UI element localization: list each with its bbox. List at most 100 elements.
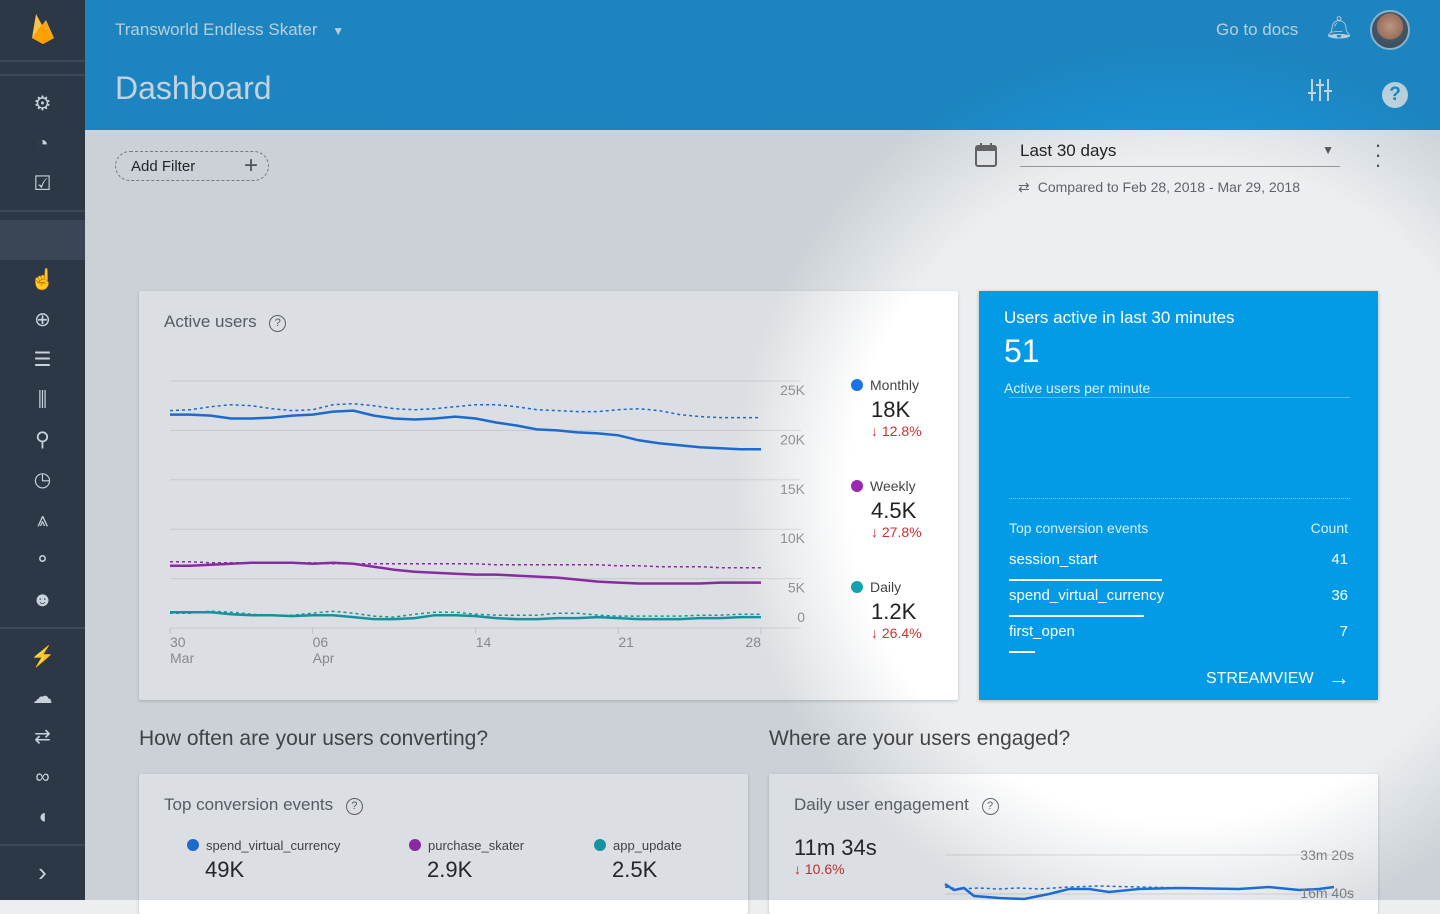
project-name: Transworld Endless Skater <box>115 20 318 39</box>
active-users-card: Active users ? 0 5K 10K 15K 20K 25K 30 Mar 06 Apr… <box>139 291 958 700</box>
legend-label-text: Weekly <box>870 478 916 494</box>
legend-dot-icon <box>409 839 421 851</box>
realtime-count-header: Count <box>1310 520 1348 536</box>
conversion-card-title-text: Top conversion events <box>164 795 334 814</box>
active-users-title: Active users ? <box>164 312 287 332</box>
legend-item-daily[interactable]: Daily 1.2K ↓ 26.4% <box>851 579 922 641</box>
legend-label: Weekly <box>851 478 922 494</box>
realtime-event-row[interactable]: session_start 41 <box>1009 551 1348 581</box>
legend-dot-icon <box>187 839 199 851</box>
speedometer-icon[interactable]: ◔ <box>36 133 49 155</box>
series-line-5 <box>170 610 761 618</box>
calendar-icon[interactable] <box>974 142 998 168</box>
engagement-change: ↓ 10.6% <box>794 861 845 877</box>
help-circle-icon[interactable]: ? <box>981 798 999 815</box>
legend-label-text: Monthly <box>870 377 920 393</box>
conversion-value: 2.5K <box>612 857 658 882</box>
compare-info: ⇄ Compared to Feb 28, 2018 - Mar 29, 2018 <box>1018 179 1300 196</box>
project-selector[interactable]: Transworld Endless Skater ▼ <box>115 20 344 40</box>
engagement-change-value: 10.6% <box>804 861 845 877</box>
event-count-bar <box>1009 579 1162 581</box>
sidebar: ⚙◔☑▟☝⊕☰⫼⚲◷⩓⚬☻⚡☁⇄∞◖ › <box>0 0 85 900</box>
event-name: first_open <box>1009 623 1075 640</box>
app-header: Transworld Endless Skater ▼ Dashboard Go… <box>85 0 1440 130</box>
conversion-item[interactable]: app_update 2.5K <box>594 838 682 883</box>
x-tick-day: 06 <box>313 634 329 650</box>
engagement-line <box>944 882 1335 901</box>
active-users-title-text: Active users <box>164 312 257 331</box>
engagement-prev-line <box>944 885 1190 890</box>
more-vert-icon[interactable]: · · · <box>1374 132 1382 177</box>
help-circle-icon[interactable]: ? <box>269 315 287 332</box>
engagement-value: 11m 34s <box>794 835 877 860</box>
daily-engagement-card: Daily user engagement ? 11m 34s ↓ 10.6% … <box>769 774 1378 914</box>
realtime-event-row[interactable]: first_open 7 <box>1009 623 1348 653</box>
bell-icon[interactable]: 🔔︎ <box>1325 15 1353 40</box>
conversion-item[interactable]: spend_virtual_currency 49K <box>187 838 340 883</box>
page-title: Dashboard <box>115 70 272 106</box>
legend-dot-icon <box>851 379 863 391</box>
y-tick-label: 25K <box>780 382 806 398</box>
legend-item-weekly[interactable]: Weekly 4.5K ↓ 27.8% <box>851 478 922 540</box>
realtime-title: Users active in last 30 minutes <box>1004 308 1235 327</box>
legend-change-value: 27.8% <box>881 524 922 540</box>
cloud-icon[interactable]: ☁ <box>32 686 53 708</box>
legend-label: Monthly <box>851 377 922 393</box>
realtime-minute-chart <box>1009 498 1350 499</box>
legend-dot-icon <box>851 480 863 492</box>
go-to-docs-link[interactable]: Go to docs <box>1216 20 1299 39</box>
legend-value: 4.5K <box>871 498 917 523</box>
conversion-item[interactable]: purchase_skater 2.9K <box>409 838 524 883</box>
list-icon[interactable]: ☰ <box>33 349 52 371</box>
streamview-button[interactable]: STREAMVIEW → <box>1206 665 1350 691</box>
legend-dot-icon <box>851 581 863 593</box>
rocket-icon[interactable]: ⩓ <box>36 509 49 531</box>
expand-sidebar-chevron-icon[interactable]: › <box>38 857 47 887</box>
add-filter-button[interactable]: Add Filter + <box>115 151 269 181</box>
dropdown-arrow-icon: ▼ <box>1322 143 1334 157</box>
conversion-label: purchase_skater <box>428 838 525 853</box>
ab-test-icon[interactable]: ⇄ <box>34 726 51 748</box>
legend-label: Daily <box>851 579 922 595</box>
x-tick-month: Mar <box>170 650 194 666</box>
audience-icon[interactable]: ☻ <box>31 589 54 611</box>
stream-icon[interactable]: ⚬ <box>34 549 51 571</box>
engagement-y-tick: 16m 40s <box>1300 885 1354 901</box>
x-tick-day: 30 <box>170 634 186 650</box>
compare-arrows-icon: ⇄ <box>1018 179 1030 195</box>
top-conversion-events-card: Top conversion events ? spend_virtual_cu… <box>139 774 748 914</box>
series-line-3 <box>170 561 761 569</box>
help-icon[interactable]: ? <box>1382 82 1408 108</box>
legend-change: ↓ 12.8% <box>871 423 922 439</box>
avatar[interactable] <box>1370 10 1410 50</box>
realtime-subtitle: Active users per minute <box>1004 380 1151 396</box>
checklist-icon[interactable]: ☑ <box>33 173 52 195</box>
funnel-icon[interactable]: ⫼ <box>37 389 48 411</box>
chevron-down-icon: ▼ <box>332 24 345 38</box>
engagement-chart: 33m 20s 16m 40s <box>944 847 1354 901</box>
touch-icon[interactable]: ☝ <box>30 269 55 291</box>
link-icon[interactable]: ∞ <box>35 766 50 788</box>
series-line-0 <box>170 409 761 451</box>
conversion-value: 2.9K <box>427 857 473 882</box>
arrow-right-icon: → <box>1328 665 1350 690</box>
conversion-label: spend_virtual_currency <box>206 838 341 853</box>
y-tick-label: 0 <box>797 609 805 625</box>
magic-wand-icon[interactable]: ⚡ <box>30 646 55 668</box>
add-filter-label: Add Filter <box>131 158 196 175</box>
help-circle-icon[interactable]: ? <box>345 798 363 815</box>
clock-icon[interactable]: ◷ <box>33 469 52 491</box>
firebase-logo[interactable] <box>30 12 56 46</box>
realtime-card: Users active in last 30 minutes 51 Activ… <box>979 291 1378 700</box>
debug-icon[interactable]: ⚲ <box>35 429 50 451</box>
legend-value: 1.2K <box>871 599 917 624</box>
realtime-event-row[interactable]: spend_virtual_currency 36 <box>1009 587 1348 617</box>
conversion-card-title: Top conversion events ? <box>164 795 363 815</box>
date-range-select[interactable]: Last 30 days ▼ <box>1020 141 1340 167</box>
legend-dot-icon <box>594 839 606 851</box>
tune-icon[interactable] <box>1308 77 1332 103</box>
admob-icon[interactable]: ◖ <box>36 806 49 828</box>
gear-icon[interactable]: ⚙ <box>33 93 52 115</box>
globe-icon[interactable]: ⊕ <box>34 309 51 331</box>
legend-item-monthly[interactable]: Monthly 18K ↓ 12.8% <box>851 377 922 439</box>
